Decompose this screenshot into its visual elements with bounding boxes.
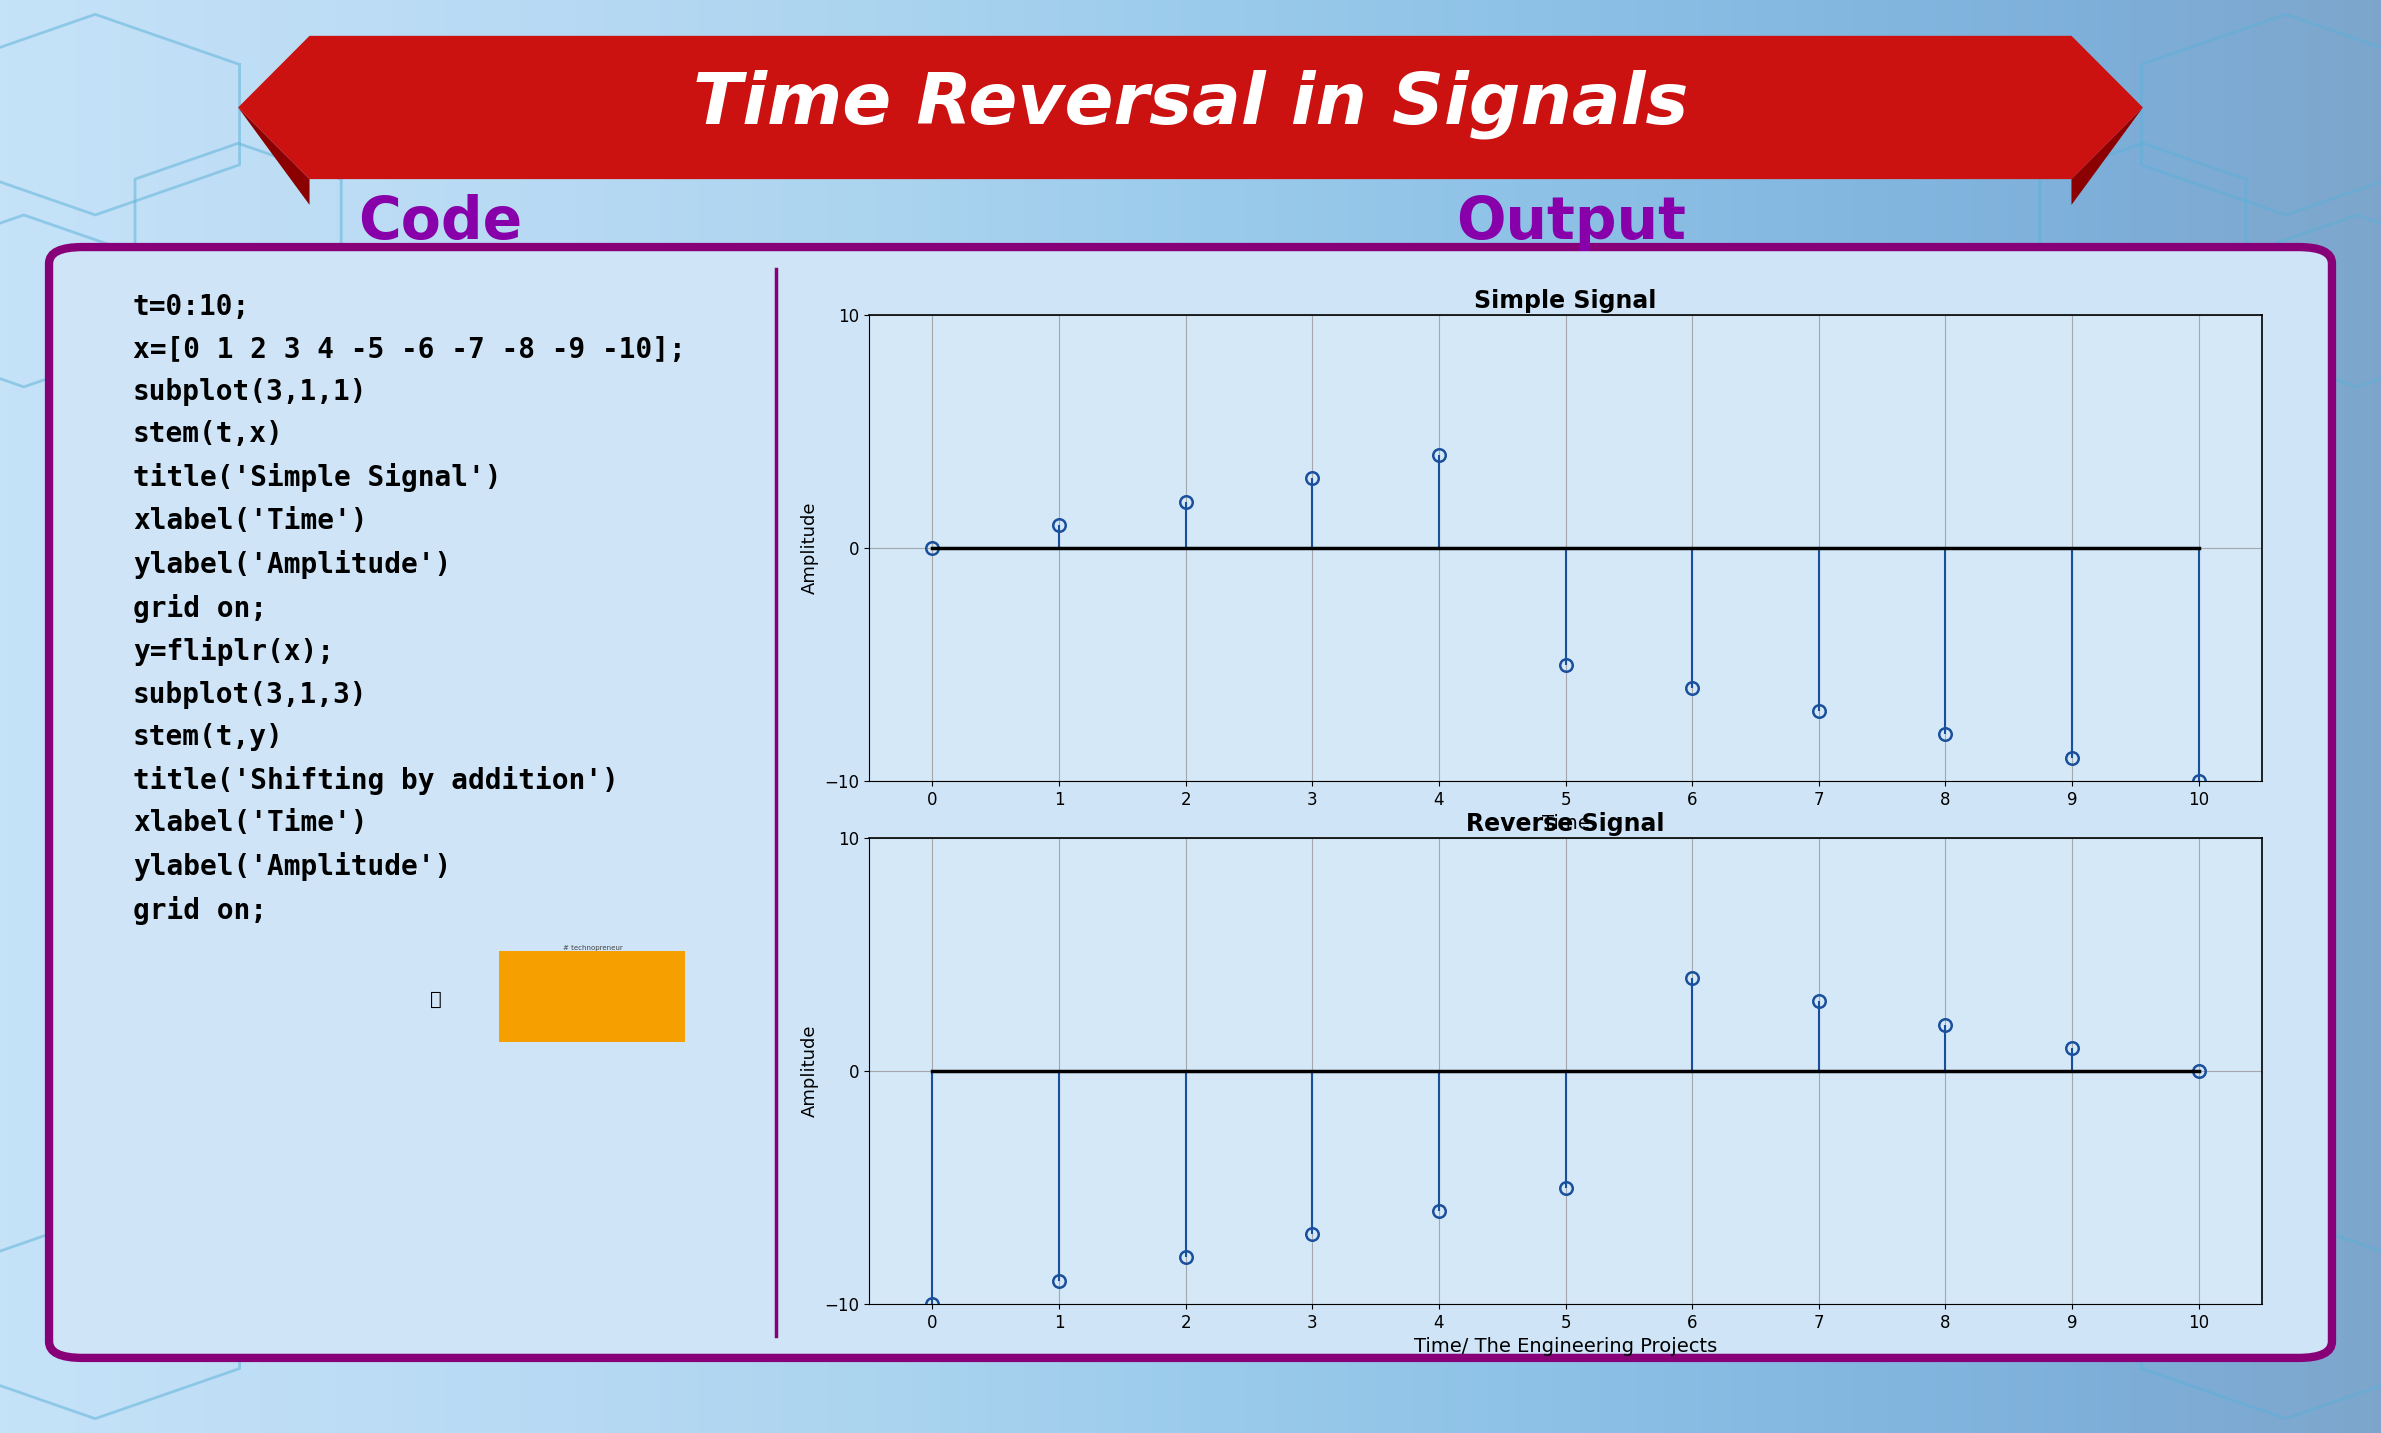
X-axis label: Time/ The Engineering Projects: Time/ The Engineering Projects [1414, 1337, 1717, 1356]
Polygon shape [238, 107, 310, 205]
X-axis label: Time: Time [1541, 814, 1591, 833]
Text: PROJECTS: PROJECTS [567, 1009, 621, 1019]
Text: Output: Output [1457, 193, 1686, 251]
Text: # technopreneur: # technopreneur [564, 946, 624, 952]
Polygon shape [238, 36, 2143, 179]
FancyBboxPatch shape [500, 952, 686, 1042]
Text: 🤖: 🤖 [431, 990, 443, 1009]
Y-axis label: Amplitude: Amplitude [800, 502, 819, 595]
Title: Reverse Signal: Reverse Signal [1467, 813, 1664, 837]
Text: t=0:10;
x=[0 1 2 3 4 -5 -6 -7 -8 -9 -10];
subplot(3,1,1)
stem(t,x)
title('Simple: t=0:10; x=[0 1 2 3 4 -5 -6 -7 -8 -9 -10]… [133, 294, 686, 926]
FancyBboxPatch shape [50, 246, 2331, 1358]
Polygon shape [2071, 107, 2143, 205]
Text: Time Reversal in Signals: Time Reversal in Signals [693, 70, 1688, 139]
Text: Code: Code [360, 193, 521, 251]
Text: THE ENGINEERING: THE ENGINEERING [548, 973, 640, 982]
Y-axis label: Amplitude: Amplitude [800, 1025, 819, 1118]
Title: Simple Signal: Simple Signal [1474, 289, 1657, 314]
